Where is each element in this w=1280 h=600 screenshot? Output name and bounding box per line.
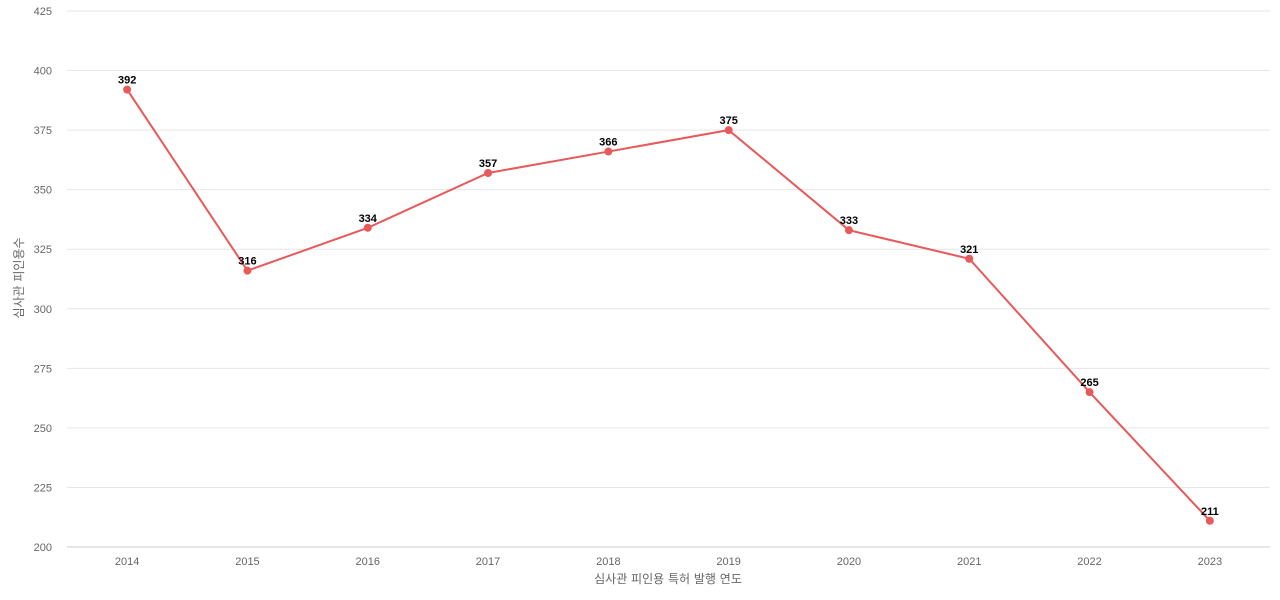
data-point[interactable] <box>123 85 132 94</box>
y-tick-label: 375 <box>34 125 52 137</box>
x-tick-label: 2016 <box>356 556 380 568</box>
data-point[interactable] <box>965 254 974 263</box>
y-tick-label: 200 <box>34 542 52 554</box>
data-label: 211 <box>1201 506 1219 518</box>
y-tick-label: 425 <box>34 6 52 18</box>
data-point[interactable] <box>724 126 733 135</box>
data-label: 321 <box>960 244 978 256</box>
grid-lines <box>67 10 1270 548</box>
series-line <box>126 89 1211 522</box>
data-label: 375 <box>719 115 737 127</box>
data-label: 392 <box>118 75 136 87</box>
data-point[interactable] <box>484 168 493 177</box>
data-point[interactable] <box>243 266 252 275</box>
data-points <box>123 85 1214 525</box>
x-tick-label: 2022 <box>1077 556 1101 568</box>
x-tick-label: 2023 <box>1198 556 1222 568</box>
x-tick-label: 2015 <box>235 556 259 568</box>
y-tick-label: 400 <box>34 66 52 78</box>
data-label: 334 <box>359 213 378 225</box>
data-labels: 392 316 334 357 366 375 333 321 265 211 <box>118 75 1219 518</box>
data-label: 265 <box>1080 377 1098 389</box>
data-label: 366 <box>599 137 617 149</box>
data-label: 357 <box>479 158 497 170</box>
x-tick-label: 2021 <box>957 556 981 568</box>
data-point[interactable] <box>363 223 372 232</box>
y-tick-label: 300 <box>34 304 52 316</box>
data-point[interactable] <box>1205 516 1214 525</box>
x-axis-title: 심사관 피인용 특허 발행 연도 <box>594 571 742 586</box>
data-point[interactable] <box>604 147 613 156</box>
data-point[interactable] <box>844 226 853 235</box>
series-layer <box>126 89 1211 522</box>
y-axis-ticks: 200 225 250 275 300 325 350 375 400 425 <box>34 6 52 554</box>
data-label: 316 <box>238 256 256 268</box>
y-tick-label: 275 <box>34 363 52 375</box>
x-tick-label: 2019 <box>716 556 740 568</box>
data-point[interactable] <box>1085 388 1094 397</box>
x-axis-ticks: 2014 2015 2016 2017 2018 2019 2020 2021 2022 2023 <box>115 556 1222 568</box>
x-tick-label: 2018 <box>596 556 620 568</box>
x-tick-label: 2020 <box>837 556 861 568</box>
y-tick-label: 250 <box>34 423 52 435</box>
y-axis-title: 심사관 피인용수 <box>12 237 26 318</box>
x-tick-label: 2017 <box>476 556 500 568</box>
data-label: 333 <box>840 215 858 227</box>
y-tick-label: 225 <box>34 482 52 494</box>
x-tick-label: 2014 <box>115 556 139 568</box>
y-tick-label: 325 <box>34 244 52 256</box>
y-tick-label: 350 <box>34 185 52 197</box>
